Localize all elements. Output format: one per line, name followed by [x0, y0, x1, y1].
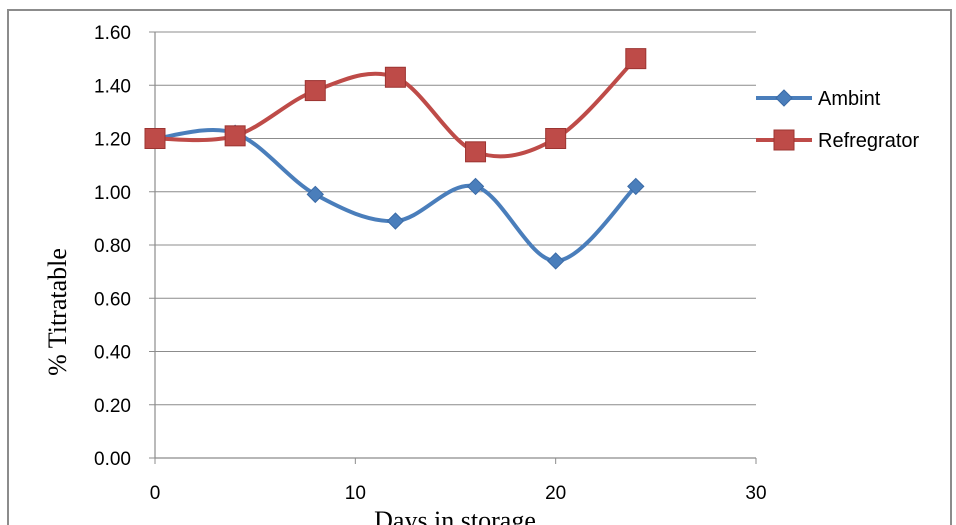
x-tick-label: 10	[345, 483, 366, 504]
y-tick-label: 0.60	[94, 289, 131, 310]
outer-border	[7, 9, 952, 525]
legend-label-refregrator: Refregrator	[818, 130, 919, 152]
legend-marker-ambint	[775, 89, 793, 107]
data-point-refregrator	[625, 48, 647, 70]
x-tick-label: 0	[150, 483, 161, 504]
y-tick-label: 1.20	[94, 130, 131, 151]
x-tick-label: 20	[545, 483, 566, 504]
y-axis-title: % Titratable	[43, 248, 72, 376]
data-point-refregrator	[224, 125, 246, 147]
y-tick-label: 0.20	[94, 396, 131, 417]
gridlines	[149, 31, 757, 464]
legend-label-ambint: Ambint	[818, 88, 881, 110]
legend: Ambint Refregrator	[756, 88, 919, 152]
series-layer	[144, 48, 647, 270]
x-tick-labels: 0 10 20 30	[150, 483, 767, 504]
data-point-ambint	[386, 212, 405, 230]
data-point-refregrator	[465, 141, 487, 163]
data-point-refregrator	[304, 80, 326, 102]
y-tick-labels: 0.00 0.20 0.40 0.60 0.80 1.00 1.20 1.40 1.60	[94, 23, 131, 470]
y-tick-label: 1.60	[94, 23, 131, 44]
data-point-refregrator	[144, 128, 166, 149]
data-point-refregrator	[545, 128, 567, 149]
y-tick-label: 0.40	[94, 343, 131, 364]
x-axis-title: Days in storage	[374, 506, 536, 525]
data-point-ambint	[306, 185, 324, 204]
y-tick-label: 1.40	[94, 76, 131, 97]
series-refregrator	[144, 48, 647, 163]
data-point-refregrator	[384, 66, 406, 88]
y-tick-label: 0.80	[94, 236, 131, 257]
x-tick-label: 30	[745, 483, 766, 504]
data-point-ambint	[627, 177, 645, 196]
legend-entry-ambint: Ambint	[756, 88, 881, 110]
axes	[154, 32, 756, 459]
data-point-ambint	[466, 177, 485, 196]
legend-marker-refregrator	[773, 129, 795, 151]
y-tick-label: 1.00	[94, 183, 131, 204]
legend-entry-refregrator: Refregrator	[756, 129, 919, 152]
y-tick-label: 0.00	[94, 449, 131, 470]
data-point-ambint	[546, 252, 565, 270]
